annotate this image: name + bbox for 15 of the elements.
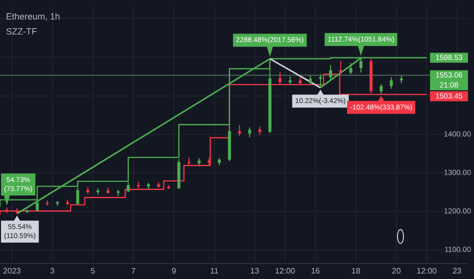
x-tick-label: 2023 <box>3 266 22 276</box>
x-tick-label: 9 <box>172 266 177 276</box>
chart-title: Ethereum, 1h <box>6 11 60 22</box>
x-tick-label: 7 <box>131 266 136 276</box>
x-tick-label: 18 <box>351 266 361 276</box>
x-tick-label: 12:00 <box>275 266 296 276</box>
x-tick-label: 16 <box>310 266 320 276</box>
x-tick-label: 23 <box>452 266 462 276</box>
x-tick-label: 5 <box>90 266 96 276</box>
text: SZZ-TF <box>6 26 38 36</box>
x-tick-label: 11 <box>210 266 219 276</box>
x-tick-label: 13 <box>250 266 260 276</box>
x-tick-label: 3 <box>50 266 56 276</box>
x-tick-label: 20 <box>392 266 402 276</box>
x-tick-label: 12:00 <box>416 266 438 276</box>
